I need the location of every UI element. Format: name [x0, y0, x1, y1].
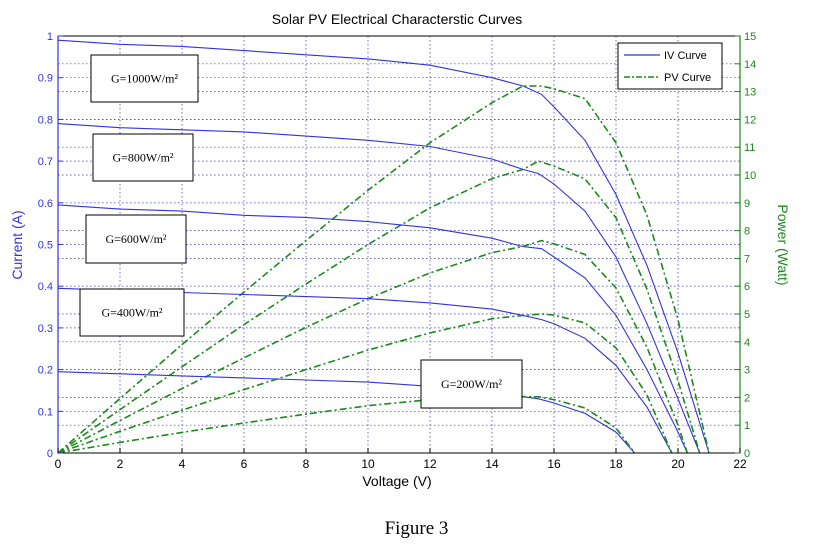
chart-title: Solar PV Electrical Characterstic Curves — [272, 11, 523, 27]
y-right-tick-label: 12 — [744, 114, 756, 126]
y-left-tick-label: 1 — [47, 31, 53, 43]
x-tick-label: 18 — [609, 457, 623, 471]
y-right-tick-label: 11 — [744, 142, 755, 154]
x-tick-label: 16 — [547, 457, 561, 471]
annotation-layer: G=1000W/m² G=800W/m² G=600W/m² G=400W/m² G=2… — [79, 54, 523, 409]
x-tick-label: 20 — [671, 457, 685, 471]
irradiance-label-box — [79, 288, 185, 337]
y-axis-label-right: Power (Watt) — [775, 204, 791, 285]
x-tick-label: 10 — [361, 457, 375, 471]
iv-curve-600 — [57, 204, 688, 454]
y-right-tick-label: 15 — [744, 31, 756, 43]
x-tick-label: 6 — [241, 457, 248, 471]
iv-curve-1000 — [57, 39, 710, 454]
irradiance-label: G=1000W/m² — [111, 72, 178, 86]
legend-label: IV Curve — [664, 50, 707, 62]
legend-box — [617, 42, 723, 90]
iv-curve-400 — [57, 287, 673, 454]
y-left-tick-label: 0.2 — [38, 365, 53, 377]
iv-curve-800 — [57, 123, 701, 454]
y-right-tick-label: 5 — [744, 309, 750, 321]
x-tick-label: 12 — [423, 457, 437, 471]
iv-curve-200 — [57, 371, 636, 454]
x-axis-label: Voltage (V) — [362, 473, 431, 489]
pv-curve-600 — [57, 239, 689, 454]
y-right-tick-label: 9 — [744, 198, 750, 210]
irradiance-label: G=200W/m² — [441, 377, 502, 391]
y-right-tick-label: 14 — [744, 59, 756, 71]
y-left-tick-label: 0.8 — [38, 114, 53, 126]
curve-layer — [57, 39, 710, 454]
pv-curve-400 — [57, 313, 673, 454]
pv-curve-200 — [57, 395, 636, 454]
y-right-tick-label: 1 — [744, 420, 750, 432]
y-left-tick-label: 0.3 — [38, 323, 53, 335]
irradiance-label-box — [92, 133, 194, 182]
y-left-tick-label: 0 — [47, 448, 53, 460]
irradiance-label: G=400W/m² — [101, 306, 162, 320]
figure-caption: Figure 3 — [384, 518, 449, 539]
x-tick-label: 2 — [117, 457, 124, 471]
y-right-tick-label: 4 — [744, 337, 750, 349]
x-tick-label: 0 — [55, 457, 62, 471]
irradiance-label: G=800W/m² — [112, 151, 173, 165]
y-right-tick-label: 7 — [744, 253, 750, 265]
x-tick-label: 22 — [733, 457, 747, 471]
y-axis-label-left: Current (A) — [9, 210, 25, 279]
y-right-tick-label: 3 — [744, 365, 750, 377]
irradiance-label-box — [85, 214, 187, 264]
y-right-tick-label: 10 — [744, 170, 756, 182]
y-left-tick-label: 0.6 — [38, 198, 53, 210]
pv-curve-800 — [57, 160, 701, 454]
y-right-tick-label: 2 — [744, 392, 750, 404]
x-tick-label: 8 — [303, 457, 310, 471]
axis-layer: 0 2 4 6 8 10 12 14 16 18 20 2200.10.20.30.40.50.60.… — [38, 31, 757, 471]
y-right-tick-label: 13 — [744, 87, 756, 99]
x-tick-label: 14 — [485, 457, 499, 471]
irradiance-label-box — [90, 54, 199, 103]
y-left-tick-label: 0.7 — [38, 156, 53, 168]
y-right-tick-label: 0 — [744, 448, 750, 460]
legend: IV Curve PV Curve — [617, 42, 723, 90]
y-left-tick-label: 0.1 — [38, 406, 53, 418]
y-left-tick-label: 0.9 — [38, 73, 53, 85]
y-left-tick-label: 0.5 — [38, 240, 53, 252]
irradiance-label-box — [420, 359, 523, 409]
y-right-tick-label: 8 — [744, 226, 750, 238]
pv-curve-1000 — [57, 85, 710, 454]
irradiance-label: G=600W/m² — [105, 232, 166, 246]
legend-label: PV Curve — [664, 72, 711, 84]
y-right-tick-label: 6 — [744, 281, 750, 293]
x-tick-label: 4 — [179, 457, 186, 471]
y-left-tick-label: 0.4 — [38, 281, 53, 293]
